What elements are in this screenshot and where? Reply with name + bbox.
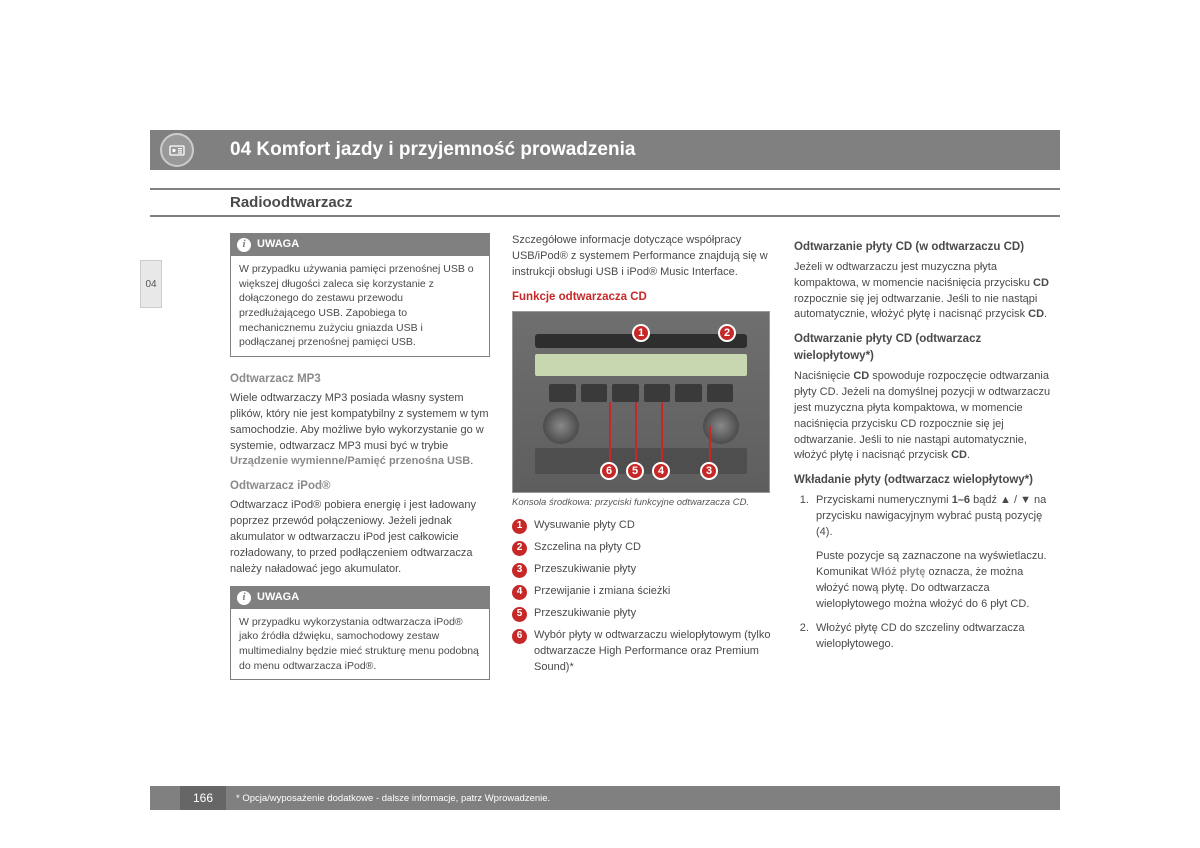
callout-5: 5 <box>626 462 644 480</box>
subhead-cd-multi: Odtwarzanie płyty CD (odtwarzacz wielopł… <box>794 331 1054 364</box>
paragraph: Puste pozycje są zaznaczone na wyświetla… <box>816 549 1054 613</box>
button-row-graphic <box>549 384 733 402</box>
legend-num: 1 <box>512 519 527 534</box>
legend-item: 4Przewijanie i zmiana ścieżki <box>512 584 772 600</box>
list-item: Przyciskami numerycznymi 1–6 bądź ▲ / ▼ … <box>812 493 1054 613</box>
subhead-cd-functions: Funkcje odtwarzacza CD <box>512 289 772 306</box>
column-3: Odtwarzanie płyty CD (w odtwarzaczu CD) … <box>794 233 1054 694</box>
note-header: i UWAGA <box>231 587 489 609</box>
callout-6: 6 <box>600 462 618 480</box>
legend-item: 2Szczelina na płyty CD <box>512 540 772 556</box>
legend-num: 6 <box>512 629 527 644</box>
note-header: i UWAGA <box>231 234 489 256</box>
legend-item: 1Wysuwanie płyty CD <box>512 518 772 534</box>
side-tab: 04 <box>140 260 162 308</box>
subhead-mp3: Odtwarzacz MP3 <box>230 371 490 388</box>
display-graphic <box>535 354 747 376</box>
paragraph: Odtwarzacz iPod® pobiera energię i jest … <box>230 498 490 578</box>
knob-left <box>543 408 579 444</box>
paragraph: Naciśnięcie CD spowoduje rozpoczęcie odt… <box>794 369 1054 465</box>
paragraph: Szczegółowe informacje dotyczące współpr… <box>512 233 772 281</box>
subhead-ipod: Odtwarzacz iPod® <box>230 478 490 495</box>
legend-item: 6Wybór płyty w odtwarzaczu wielopłytowym… <box>512 628 772 676</box>
page-footer: 166 * Opcja/wyposażenie dodatkowe - dals… <box>150 786 1060 810</box>
manual-page: 04 Komfort jazdy i przyjemność prowadzen… <box>150 130 1060 810</box>
chapter-title: 04 Komfort jazdy i przyjemność prowadzen… <box>230 139 635 161</box>
legend-num: 5 <box>512 607 527 622</box>
callout-4: 4 <box>652 462 670 480</box>
note-body: W przypadku używania pamięci przenośnej … <box>231 256 489 356</box>
ordered-list: Przyciskami numerycznymi 1–6 bądź ▲ / ▼ … <box>794 493 1054 652</box>
note-box-1: i UWAGA W przypadku używania pamięci prz… <box>230 233 490 357</box>
section-title: Radioodtwarzacz <box>150 188 1060 217</box>
note-body: W przypadku wykorzystania odtwarzacza iP… <box>231 609 489 680</box>
page-number: 166 <box>180 786 226 810</box>
info-icon: i <box>237 591 251 605</box>
column-1: i UWAGA W przypadku używania pamięci prz… <box>230 233 490 694</box>
header-icon <box>160 133 194 167</box>
callout-3: 3 <box>700 462 718 480</box>
legend-num: 2 <box>512 541 527 556</box>
info-icon: i <box>237 238 251 252</box>
list-item: Włożyć płytę CD do szczeliny odtwarzacza… <box>812 621 1054 653</box>
figure-caption: Konsola środkowa: przyciski funkcyjne od… <box>512 497 772 509</box>
content-columns: i UWAGA W przypadku używania pamięci prz… <box>150 233 1060 694</box>
legend-num: 4 <box>512 585 527 600</box>
figure-console: 1 2 6 5 4 3 <box>512 311 770 493</box>
paragraph: Jeżeli w odtwarzaczu jest muzyczna płyta… <box>794 260 1054 324</box>
legend-num: 3 <box>512 563 527 578</box>
column-2: Szczegółowe informacje dotyczące współpr… <box>512 233 772 694</box>
footer-note: * Opcja/wyposażenie dodatkowe - dalsze i… <box>236 793 550 804</box>
chapter-header: 04 Komfort jazdy i przyjemność prowadzen… <box>150 130 1060 170</box>
subhead-cd-play: Odtwarzanie płyty CD (w odtwarzaczu CD) <box>794 239 1054 256</box>
note-box-2: i UWAGA W przypadku wykorzystania odtwar… <box>230 586 490 681</box>
subhead-insert: Wkładanie płyty (odtwarzacz wielopłytowy… <box>794 472 1054 489</box>
paragraph: Wiele odtwarzaczy MP3 posiada własny sys… <box>230 391 490 471</box>
legend-item: 3Przeszukiwanie płyty <box>512 562 772 578</box>
legend-item: 5Przeszukiwanie płyty <box>512 606 772 622</box>
